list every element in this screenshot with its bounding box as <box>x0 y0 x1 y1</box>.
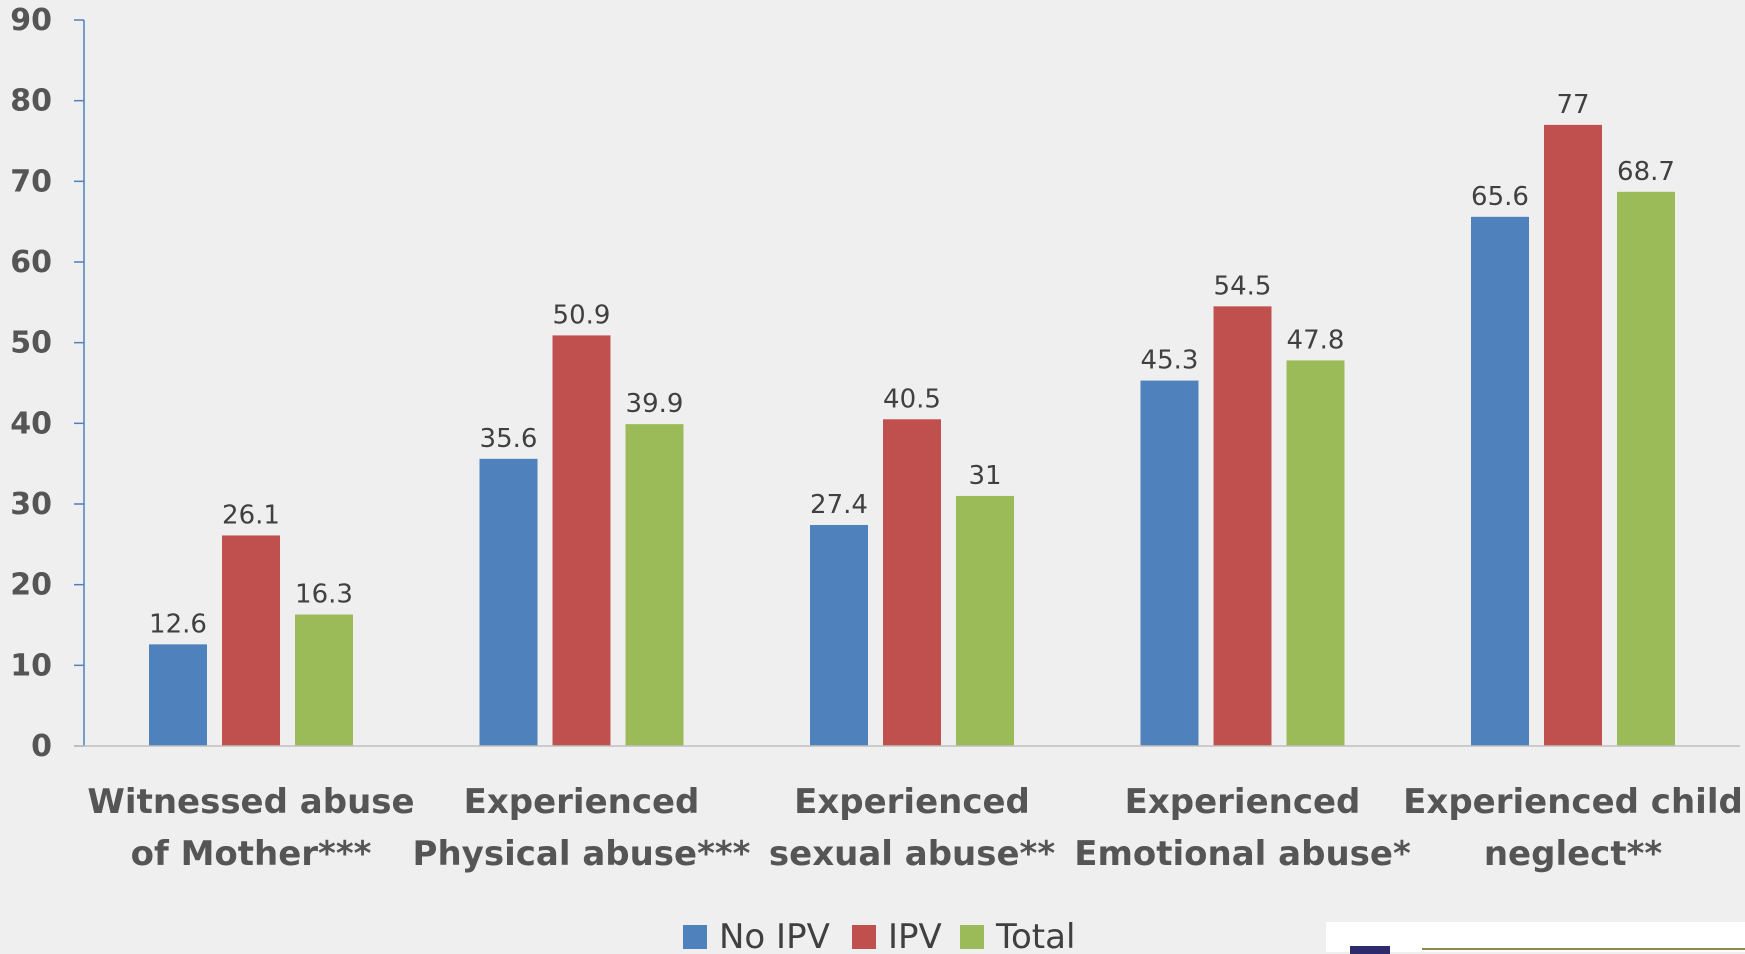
bar-total <box>295 614 353 746</box>
category-label: sexual abuse** <box>769 834 1055 874</box>
y-tick-label: 40 <box>10 406 52 441</box>
data-label: 35.6 <box>480 424 538 454</box>
logo-mark <box>1350 946 1390 954</box>
data-label: 39.9 <box>626 389 684 419</box>
y-tick-label: 80 <box>10 84 52 119</box>
legend: No IPV IPV Total <box>683 917 1075 952</box>
y-tick-label: 70 <box>10 164 52 199</box>
bar-total <box>956 495 1014 746</box>
data-label: 12.6 <box>149 609 207 639</box>
bar-total <box>1286 360 1345 746</box>
data-label: 68.7 <box>1617 157 1675 187</box>
data-label: 47.8 <box>1287 325 1345 355</box>
category-label: Emotional abuse* <box>1074 834 1411 874</box>
data-label: 27.4 <box>810 490 868 520</box>
bar-ipv <box>552 335 611 746</box>
bar-no-ipv <box>1471 216 1529 746</box>
bar-no-ipv <box>479 458 538 746</box>
legend-swatch <box>960 925 984 949</box>
category-label: Experienced <box>1125 782 1361 822</box>
data-label: 65.6 <box>1471 182 1529 212</box>
bars <box>149 124 1675 746</box>
category-label: Witnessed abuse <box>87 782 414 822</box>
legend-swatch <box>852 925 876 949</box>
legend-label: No IPV <box>719 917 830 952</box>
data-label: 40.5 <box>883 384 941 414</box>
category-label: of Mother*** <box>131 834 372 874</box>
y-tick-label: 90 <box>10 3 52 38</box>
legend-label: IPV <box>888 917 942 952</box>
bar-no-ipv <box>149 644 207 746</box>
data-label: 45.3 <box>1141 346 1199 376</box>
data-label: 77 <box>1556 90 1589 120</box>
y-tick-label: 20 <box>10 568 52 603</box>
bar-ipv <box>883 419 941 746</box>
data-label: 31 <box>968 461 1001 491</box>
y-tick-label: 0 <box>31 729 52 764</box>
logo-rule <box>1422 948 1745 950</box>
bar-ipv <box>1213 306 1272 746</box>
data-label: 50.9 <box>553 300 611 330</box>
legend-label: Total <box>995 917 1075 952</box>
category-label: Experienced <box>464 782 700 822</box>
data-label: 54.5 <box>1214 271 1272 301</box>
y-tick-label: 30 <box>10 487 52 522</box>
y-tick-label: 60 <box>10 245 52 280</box>
data-labels: 12.6 26.1 16.3 35.6 50.9 39.9 27.4 40.5 31 45.3 54… <box>149 90 1675 639</box>
category-label: Experienced <box>794 782 1030 822</box>
data-label: 26.1 <box>222 500 280 530</box>
bar-ipv <box>1544 124 1602 746</box>
bar-no-ipv <box>1140 380 1199 746</box>
category-label: neglect** <box>1484 834 1663 874</box>
data-label: 16.3 <box>295 580 353 610</box>
y-tick-label: 50 <box>10 326 52 361</box>
y-axis: 0 10 20 30 40 50 60 70 80 90 <box>10 3 85 764</box>
bar-total <box>625 424 684 746</box>
x-axis: Witnessed abuse of Mother*** Experienced Ph… <box>74 745 1743 874</box>
bar-no-ipv <box>810 524 868 746</box>
category-label: Experienced child <box>1403 782 1743 822</box>
bar-total <box>1617 191 1675 746</box>
logo <box>1326 922 1745 954</box>
y-tick-label: 10 <box>10 648 52 683</box>
category-label: Physical abuse*** <box>413 834 751 874</box>
legend-swatch <box>683 925 707 949</box>
bar-ipv <box>222 535 280 746</box>
